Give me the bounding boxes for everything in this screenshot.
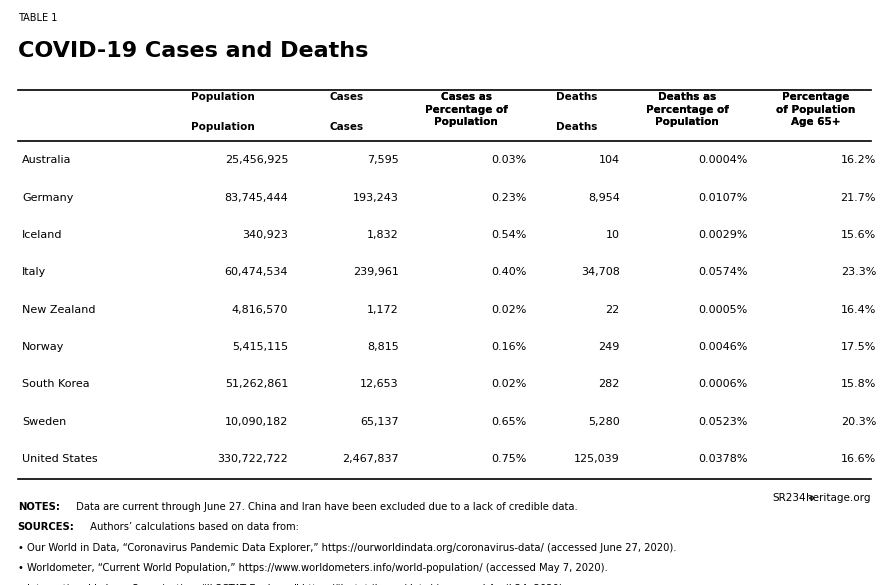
Text: 330,722,722: 330,722,722 bbox=[217, 454, 288, 464]
Text: Population: Population bbox=[191, 92, 255, 102]
Text: • International Labour Organization, “ILOSTAT Explorer,” https://ilostat.ilo.org: • International Labour Organization, “IL… bbox=[18, 584, 566, 585]
Text: ❖: ❖ bbox=[807, 494, 814, 503]
Text: Deaths: Deaths bbox=[556, 122, 598, 132]
Text: 0.16%: 0.16% bbox=[492, 342, 527, 352]
Text: New Zealand: New Zealand bbox=[22, 305, 95, 315]
Text: 15.8%: 15.8% bbox=[841, 380, 876, 390]
Text: 2,467,837: 2,467,837 bbox=[342, 454, 399, 464]
Text: 7,595: 7,595 bbox=[367, 155, 399, 165]
Text: COVID-19 Cases and Deaths: COVID-19 Cases and Deaths bbox=[18, 41, 368, 61]
Text: 22: 22 bbox=[606, 305, 620, 315]
Text: Cases as
Percentage of
Population: Cases as Percentage of Population bbox=[425, 92, 507, 127]
Text: 282: 282 bbox=[598, 380, 620, 390]
Text: 16.2%: 16.2% bbox=[841, 155, 876, 165]
Text: 83,745,444: 83,745,444 bbox=[225, 192, 288, 202]
Text: 0.0005%: 0.0005% bbox=[698, 305, 748, 315]
Text: 0.0378%: 0.0378% bbox=[698, 454, 748, 464]
Text: 0.23%: 0.23% bbox=[492, 192, 527, 202]
Text: United States: United States bbox=[22, 454, 98, 464]
Text: 193,243: 193,243 bbox=[353, 192, 399, 202]
Text: 20.3%: 20.3% bbox=[841, 417, 876, 427]
Text: 0.0046%: 0.0046% bbox=[698, 342, 748, 352]
Text: TABLE 1: TABLE 1 bbox=[18, 13, 57, 23]
Text: 0.03%: 0.03% bbox=[492, 155, 527, 165]
Text: Deaths as
Percentage of
Population: Deaths as Percentage of Population bbox=[646, 92, 728, 127]
Text: 104: 104 bbox=[598, 155, 620, 165]
Text: 16.6%: 16.6% bbox=[841, 454, 876, 464]
Text: Cases: Cases bbox=[330, 92, 364, 102]
Text: 0.0574%: 0.0574% bbox=[698, 267, 748, 277]
Text: Population: Population bbox=[191, 122, 255, 132]
Text: 15.6%: 15.6% bbox=[841, 230, 876, 240]
Text: 340,923: 340,923 bbox=[242, 230, 288, 240]
Text: heritage.org: heritage.org bbox=[806, 493, 871, 503]
Text: 10,090,182: 10,090,182 bbox=[225, 417, 288, 427]
Text: 23.3%: 23.3% bbox=[841, 267, 876, 277]
Text: Cases: Cases bbox=[330, 122, 364, 132]
Text: 0.65%: 0.65% bbox=[492, 417, 527, 427]
Text: 0.0006%: 0.0006% bbox=[698, 380, 748, 390]
Text: Cases as
Percentage of
Population: Cases as Percentage of Population bbox=[425, 92, 507, 127]
Text: 0.02%: 0.02% bbox=[492, 305, 527, 315]
Text: 10: 10 bbox=[606, 230, 620, 240]
Text: 21.7%: 21.7% bbox=[841, 192, 876, 202]
Text: NOTES:: NOTES: bbox=[18, 502, 60, 512]
Text: Australia: Australia bbox=[22, 155, 72, 165]
Text: 0.0029%: 0.0029% bbox=[698, 230, 748, 240]
Text: 8,954: 8,954 bbox=[588, 192, 620, 202]
Text: 5,280: 5,280 bbox=[588, 417, 620, 427]
Text: Germany: Germany bbox=[22, 192, 73, 202]
Text: 1,172: 1,172 bbox=[367, 305, 399, 315]
Text: 4,816,570: 4,816,570 bbox=[232, 305, 288, 315]
Text: Deaths: Deaths bbox=[556, 92, 598, 102]
Text: 65,137: 65,137 bbox=[360, 417, 399, 427]
Text: 0.02%: 0.02% bbox=[492, 380, 527, 390]
Text: 239,961: 239,961 bbox=[353, 267, 399, 277]
Text: Percentage
of Population
Age 65+: Percentage of Population Age 65+ bbox=[776, 92, 855, 127]
Text: 1,832: 1,832 bbox=[367, 230, 399, 240]
Text: Italy: Italy bbox=[22, 267, 46, 277]
Text: Percentage
of Population
Age 65+: Percentage of Population Age 65+ bbox=[776, 92, 855, 127]
Text: 25,456,925: 25,456,925 bbox=[225, 155, 288, 165]
Text: 60,474,534: 60,474,534 bbox=[225, 267, 288, 277]
Text: 0.0004%: 0.0004% bbox=[698, 155, 748, 165]
Text: Authors’ calculations based on data from:: Authors’ calculations based on data from… bbox=[87, 522, 299, 532]
Text: Sweden: Sweden bbox=[22, 417, 66, 427]
Text: 5,415,115: 5,415,115 bbox=[232, 342, 288, 352]
Text: 16.4%: 16.4% bbox=[841, 305, 876, 315]
Text: SOURCES:: SOURCES: bbox=[18, 522, 74, 532]
Text: Data are current through June 27. China and Iran have been excluded due to a lac: Data are current through June 27. China … bbox=[73, 502, 578, 512]
Text: 0.54%: 0.54% bbox=[492, 230, 527, 240]
Text: Deaths as
Percentage of
Population: Deaths as Percentage of Population bbox=[646, 92, 728, 127]
Text: 0.75%: 0.75% bbox=[492, 454, 527, 464]
Text: 125,039: 125,039 bbox=[574, 454, 620, 464]
Text: 17.5%: 17.5% bbox=[841, 342, 876, 352]
Text: 12,653: 12,653 bbox=[360, 380, 399, 390]
Text: Norway: Norway bbox=[22, 342, 65, 352]
Text: SR234: SR234 bbox=[773, 493, 806, 503]
Text: 0.40%: 0.40% bbox=[492, 267, 527, 277]
Text: 51,262,861: 51,262,861 bbox=[225, 380, 288, 390]
Text: 0.0523%: 0.0523% bbox=[698, 417, 748, 427]
Text: Iceland: Iceland bbox=[22, 230, 63, 240]
Text: • Worldometer, “Current World Population,” https://www.worldometers.info/world-p: • Worldometer, “Current World Population… bbox=[18, 563, 607, 573]
Text: South Korea: South Korea bbox=[22, 380, 89, 390]
Text: 249: 249 bbox=[598, 342, 620, 352]
Text: 0.0107%: 0.0107% bbox=[698, 192, 748, 202]
Text: • Our World in Data, “Coronavirus Pandemic Data Explorer,” https://ourworldindat: • Our World in Data, “Coronavirus Pandem… bbox=[18, 543, 676, 553]
Text: 34,708: 34,708 bbox=[581, 267, 620, 277]
Text: 8,815: 8,815 bbox=[367, 342, 399, 352]
